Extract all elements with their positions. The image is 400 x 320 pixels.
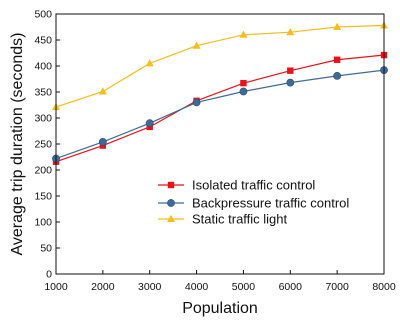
data-point-backpressure [333,71,342,80]
data-point-static [145,59,154,67]
legend-item-backpressure: Backpressure traffic control [158,196,349,211]
legend: Isolated traffic control Backpressure tr… [158,178,349,227]
y-tick-label: 150 [34,191,52,203]
data-point-isolated [333,56,341,63]
y-tick-label: 50 [40,243,52,255]
x-tick-label: 8000 [372,281,396,293]
data-point-static [192,41,201,49]
x-tick-label: 7000 [325,281,349,293]
legend-label-backpressure: Backpressure traffic control [192,196,349,211]
data-point-backpressure [145,119,154,128]
data-point-static [98,87,107,95]
legend-marker-isolated [158,181,184,189]
data-point-isolated [240,79,247,87]
y-tick-label: 450 [34,35,52,47]
x-tick-label: 2000 [91,281,115,293]
y-tick-label: 250 [34,139,52,151]
series-line-backpressure [55,69,385,160]
data-point-backpressure [98,138,107,146]
data-point-static [333,22,342,30]
series-isolated [52,51,388,165]
axis-ticks: 1000 2000 3000 4000 5000 6000 7000 8000 0 50 100 15… [34,9,395,294]
x-tick-label: 4000 [185,281,209,293]
y-tick-label: 500 [34,9,52,21]
series-backpressure [52,66,388,163]
series-lines [52,21,388,165]
y-tick-label: 200 [34,165,52,177]
y-tick-label: 350 [34,87,52,99]
legend-label-static: Static traffic light [192,212,288,227]
legend-marker-backpressure [158,199,184,207]
y-tick-label: 0 [46,269,52,281]
legend-symbol [167,214,175,222]
series-line-isolated [55,54,385,163]
data-point-backpressure [192,98,201,107]
x-tick-label: 6000 [279,281,303,293]
x-tick-label: 3000 [138,281,162,293]
legend-symbol [167,181,175,189]
data-point-static [286,28,295,36]
x-tick-label: 1000 [44,281,68,293]
legend-symbol [167,199,175,207]
data-point-backpressure [239,87,248,96]
plot-frame [55,13,385,275]
data-point-isolated [287,67,294,74]
y-tick-label: 400 [34,61,52,73]
x-axis-title: Population [182,300,258,317]
legend-marker-static [158,214,184,222]
x-tick-label: 5000 [232,281,256,293]
legend-item-isolated: Isolated traffic control [158,178,315,193]
y-tick-label: 100 [34,217,52,229]
series-line-static [55,24,385,108]
data-point-static [239,30,248,38]
legend-label-isolated: Isolated traffic control [192,178,315,193]
y-tick-label: 300 [34,113,52,125]
y-axis-title: Average trip duration (seconds) [9,33,26,256]
legend-item-static: Static traffic light [158,212,288,227]
data-point-backpressure [286,78,295,87]
